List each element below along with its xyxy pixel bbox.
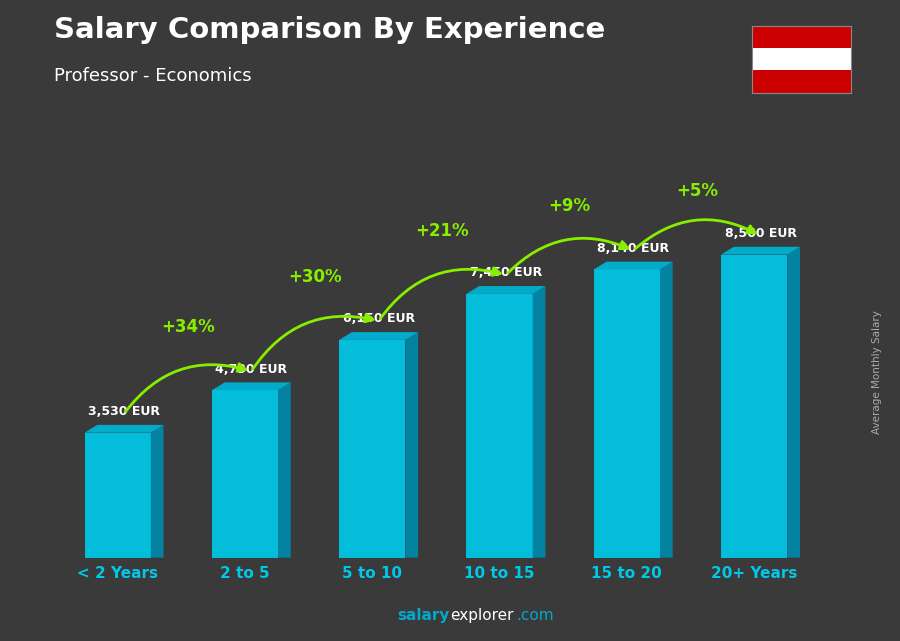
- Text: +5%: +5%: [676, 182, 718, 201]
- FancyArrowPatch shape: [380, 268, 500, 319]
- Text: Professor - Economics: Professor - Economics: [54, 67, 252, 85]
- Text: +30%: +30%: [288, 268, 342, 286]
- Polygon shape: [721, 254, 788, 558]
- Text: salary: salary: [398, 608, 450, 623]
- Text: Average Monthly Salary: Average Monthly Salary: [872, 310, 883, 434]
- Text: 8,560 EUR: 8,560 EUR: [724, 227, 796, 240]
- FancyArrowPatch shape: [253, 314, 373, 369]
- Bar: [752, 48, 850, 71]
- Bar: [752, 26, 850, 48]
- Polygon shape: [466, 286, 545, 294]
- Text: +9%: +9%: [548, 197, 590, 215]
- Polygon shape: [533, 286, 545, 558]
- Text: 4,730 EUR: 4,730 EUR: [215, 363, 287, 376]
- Polygon shape: [405, 332, 418, 558]
- Polygon shape: [660, 262, 672, 558]
- Polygon shape: [278, 383, 291, 558]
- Polygon shape: [212, 390, 278, 558]
- Polygon shape: [594, 269, 660, 558]
- Text: +21%: +21%: [416, 222, 469, 240]
- Polygon shape: [788, 247, 800, 558]
- Text: .com: .com: [517, 608, 554, 623]
- Text: explorer: explorer: [450, 608, 514, 623]
- Bar: [752, 71, 850, 93]
- FancyArrowPatch shape: [635, 220, 755, 249]
- Polygon shape: [339, 340, 405, 558]
- Text: +34%: +34%: [161, 318, 214, 336]
- FancyArrowPatch shape: [508, 238, 628, 273]
- Polygon shape: [721, 247, 800, 254]
- Text: 3,530 EUR: 3,530 EUR: [88, 405, 160, 418]
- FancyArrowPatch shape: [126, 364, 246, 412]
- Polygon shape: [85, 425, 164, 433]
- Polygon shape: [594, 262, 672, 269]
- Text: 6,150 EUR: 6,150 EUR: [343, 312, 415, 326]
- Polygon shape: [151, 425, 164, 558]
- Polygon shape: [85, 433, 151, 558]
- Polygon shape: [212, 383, 291, 390]
- Text: 8,140 EUR: 8,140 EUR: [598, 242, 670, 255]
- Polygon shape: [466, 294, 533, 558]
- Text: 7,450 EUR: 7,450 EUR: [470, 267, 542, 279]
- Text: Salary Comparison By Experience: Salary Comparison By Experience: [54, 16, 605, 44]
- Polygon shape: [339, 332, 418, 340]
